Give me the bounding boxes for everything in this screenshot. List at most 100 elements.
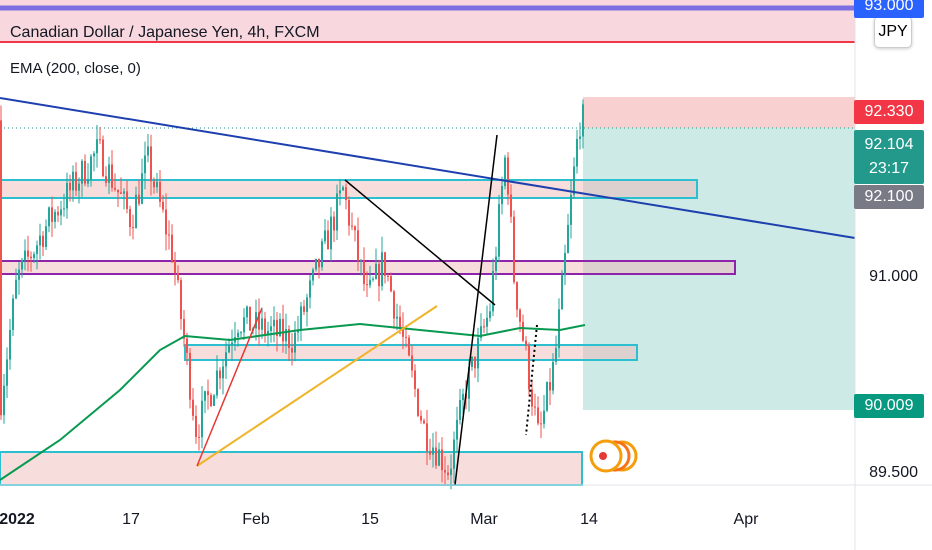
candle-body [567, 224, 569, 253]
candle-body [219, 370, 221, 379]
candle-body [33, 254, 35, 259]
position-target-zone[interactable] [583, 128, 855, 410]
candle-body [171, 234, 173, 261]
candle-body [528, 345, 530, 390]
candle-body [501, 185, 503, 205]
candle-body [438, 449, 440, 466]
time-tick: 15 [361, 511, 379, 528]
candle-body [495, 256, 497, 272]
candle-body [18, 269, 20, 280]
candle-body [258, 312, 260, 330]
candle-body [543, 410, 545, 424]
candle-body [60, 209, 62, 216]
candle-body [51, 207, 53, 222]
candle-body [225, 352, 227, 367]
trend-line[interactable] [525, 324, 538, 436]
indicator-legend[interactable]: EMA (200, close, 0) [10, 60, 141, 77]
candle-body [276, 319, 278, 336]
candle-body [354, 226, 356, 231]
candle-body [474, 356, 476, 369]
candle-body [141, 173, 143, 204]
candle-body [240, 332, 242, 334]
candle-body [561, 275, 563, 310]
candle-body [435, 447, 437, 466]
candle-body [204, 391, 206, 401]
price-label-stop: 92.330 [854, 100, 924, 124]
candle-body [489, 311, 491, 318]
candle-body [522, 321, 524, 341]
candle-body [303, 306, 305, 312]
candle-body [132, 227, 134, 229]
candle-body [57, 211, 59, 216]
candle-body [402, 327, 404, 337]
candle-body [441, 449, 443, 471]
time-tick: 2022 [0, 511, 35, 528]
trend-line[interactable] [196, 307, 263, 467]
candle-body [6, 359, 8, 386]
candle-body [237, 332, 239, 338]
candle-body [177, 273, 179, 281]
candle-body [315, 258, 317, 270]
candle-body [42, 235, 44, 247]
candle-body [168, 234, 170, 236]
candle-body [576, 138, 578, 167]
candle-body [123, 191, 125, 194]
zone-rectangle[interactable] [0, 451, 583, 486]
candle-body [102, 139, 104, 177]
trend-line[interactable] [196, 305, 438, 467]
currency-button[interactable]: JPY [874, 16, 912, 48]
candle-body [45, 226, 47, 247]
candle-body [444, 470, 446, 473]
candle-body [336, 193, 338, 231]
candle-body [12, 298, 14, 330]
position-stop-zone[interactable] [583, 97, 855, 128]
candle-body [399, 316, 401, 328]
candle-body [0, 120, 2, 416]
candle-body [450, 468, 452, 476]
candle-body [411, 355, 413, 371]
trend-line[interactable] [454, 134, 498, 486]
candle-body [24, 250, 26, 260]
candle-body [552, 361, 554, 391]
candle-body [282, 318, 284, 342]
candle-body [516, 282, 518, 310]
candle-body [69, 182, 71, 191]
candle-body [498, 204, 500, 257]
candle-body [36, 245, 38, 255]
candle-body [147, 146, 149, 156]
candle-body [360, 260, 362, 262]
candle-body [192, 399, 194, 416]
current-price-label: 92.104 23:17 [854, 130, 924, 184]
candle-body [213, 395, 215, 406]
time-tick: 14 [580, 511, 598, 528]
candle-body [72, 171, 74, 191]
candle-body [114, 187, 116, 190]
candle-body [246, 306, 248, 318]
trend-line[interactable] [0, 97, 856, 239]
candle-body [405, 336, 407, 338]
candle-body [201, 400, 203, 438]
candle-body [534, 406, 536, 408]
candle-body [309, 280, 311, 298]
candle-body [384, 252, 386, 276]
candle-body [453, 439, 455, 469]
candle-body [135, 194, 137, 229]
candle-body [81, 160, 83, 184]
bar-countdown: 23:17 [868, 160, 910, 177]
candle-body [417, 389, 419, 416]
candle-body [222, 366, 224, 379]
candle-body [345, 187, 347, 201]
candle-body [387, 275, 389, 277]
candle-body [342, 187, 344, 191]
candle-body [558, 309, 560, 349]
trend-line[interactable] [344, 179, 496, 306]
candle-body [447, 472, 449, 476]
candle-body [375, 263, 377, 279]
event-icon[interactable] [589, 439, 638, 473]
candle-body [348, 200, 350, 226]
candle-body [96, 139, 98, 154]
candle-body [504, 157, 506, 186]
symbol-title[interactable]: Canadian Dollar / Japanese Yen, 4h, FXCM [10, 24, 320, 41]
candle-body [414, 370, 416, 390]
